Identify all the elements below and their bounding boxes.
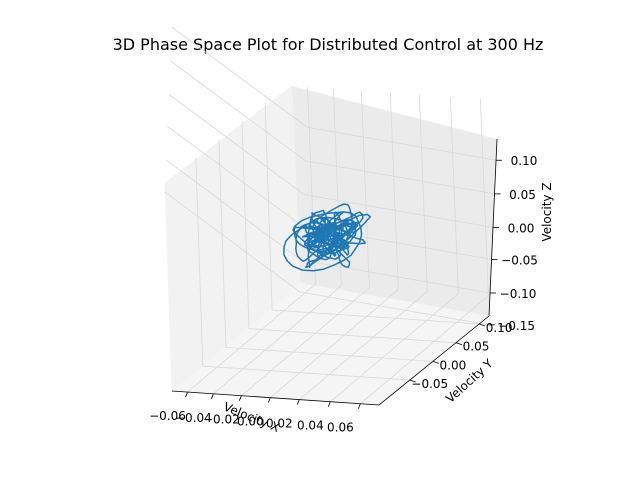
x-tick-label: 0.00 (237, 415, 264, 429)
x-tick-mark (357, 403, 361, 409)
x-grid-line (213, 88, 342, 395)
z-grid-line (170, 60, 495, 195)
x-grid-line (299, 94, 428, 400)
x-tick-mark (296, 399, 300, 405)
y-tick-mark (478, 323, 486, 327)
y-tick-label: 0.10 (486, 321, 513, 335)
axes (171, 138, 503, 409)
z-grid-line (171, 26, 497, 161)
x-tick-label: 0.04 (297, 419, 324, 433)
y-tick-label: 0.05 (463, 340, 490, 354)
z-tick-label: 0.00 (508, 222, 535, 236)
z-tick-label: 0.05 (509, 188, 536, 202)
x-grid-line (360, 98, 489, 405)
tick-labels: −0.06−0.04−0.020.00 0.02 0.04 0.06−0.050.00… (149, 154, 538, 435)
x-tick-mark (327, 401, 331, 407)
x-tick-label: 0.06 (327, 421, 354, 435)
z-axis-label: Velocity Z (540, 182, 554, 241)
y-grid-line (241, 120, 457, 344)
x-grid-line (270, 92, 399, 398)
x-axis-line (171, 390, 380, 406)
z-axis-line (488, 138, 498, 317)
x-grid-line (187, 87, 316, 393)
z-tick-label: −0.10 (500, 287, 537, 301)
chart-title: 3D Phase Space Plot for Distributed Cont… (113, 35, 544, 54)
y-grid-line (195, 158, 410, 381)
x-tick-label: −0.04 (175, 411, 212, 425)
x-grid-line (330, 96, 459, 403)
y-tick-mark (409, 379, 416, 383)
y-grid-line (264, 101, 480, 325)
y-tick-label: 0.00 (440, 358, 467, 372)
z-tick-label: −0.15 (498, 319, 535, 333)
x-grid-line (241, 90, 370, 396)
y-grid-line (218, 139, 433, 362)
y-axis-line (378, 315, 490, 406)
trajectory-line (283, 203, 372, 272)
z-tick-label: −0.05 (501, 253, 538, 267)
x-tick-mark (238, 395, 242, 401)
x-tick-mark (185, 391, 188, 398)
z-grid-line (164, 191, 489, 326)
x-tick-label: −0.06 (149, 409, 186, 423)
z-grid-line (168, 94, 494, 228)
y-tick-mark (432, 361, 440, 364)
x-tick-label: −0.02 (203, 413, 240, 427)
z-tick-label: 0.10 (511, 154, 538, 168)
x-tick-mark (267, 397, 271, 403)
trajectory-series (283, 203, 372, 272)
x-tick-label: 0.02 (266, 417, 293, 431)
x-tick-mark (211, 393, 214, 399)
y-tick-mark (455, 342, 463, 346)
y-tick-label: −0.05 (411, 377, 448, 391)
